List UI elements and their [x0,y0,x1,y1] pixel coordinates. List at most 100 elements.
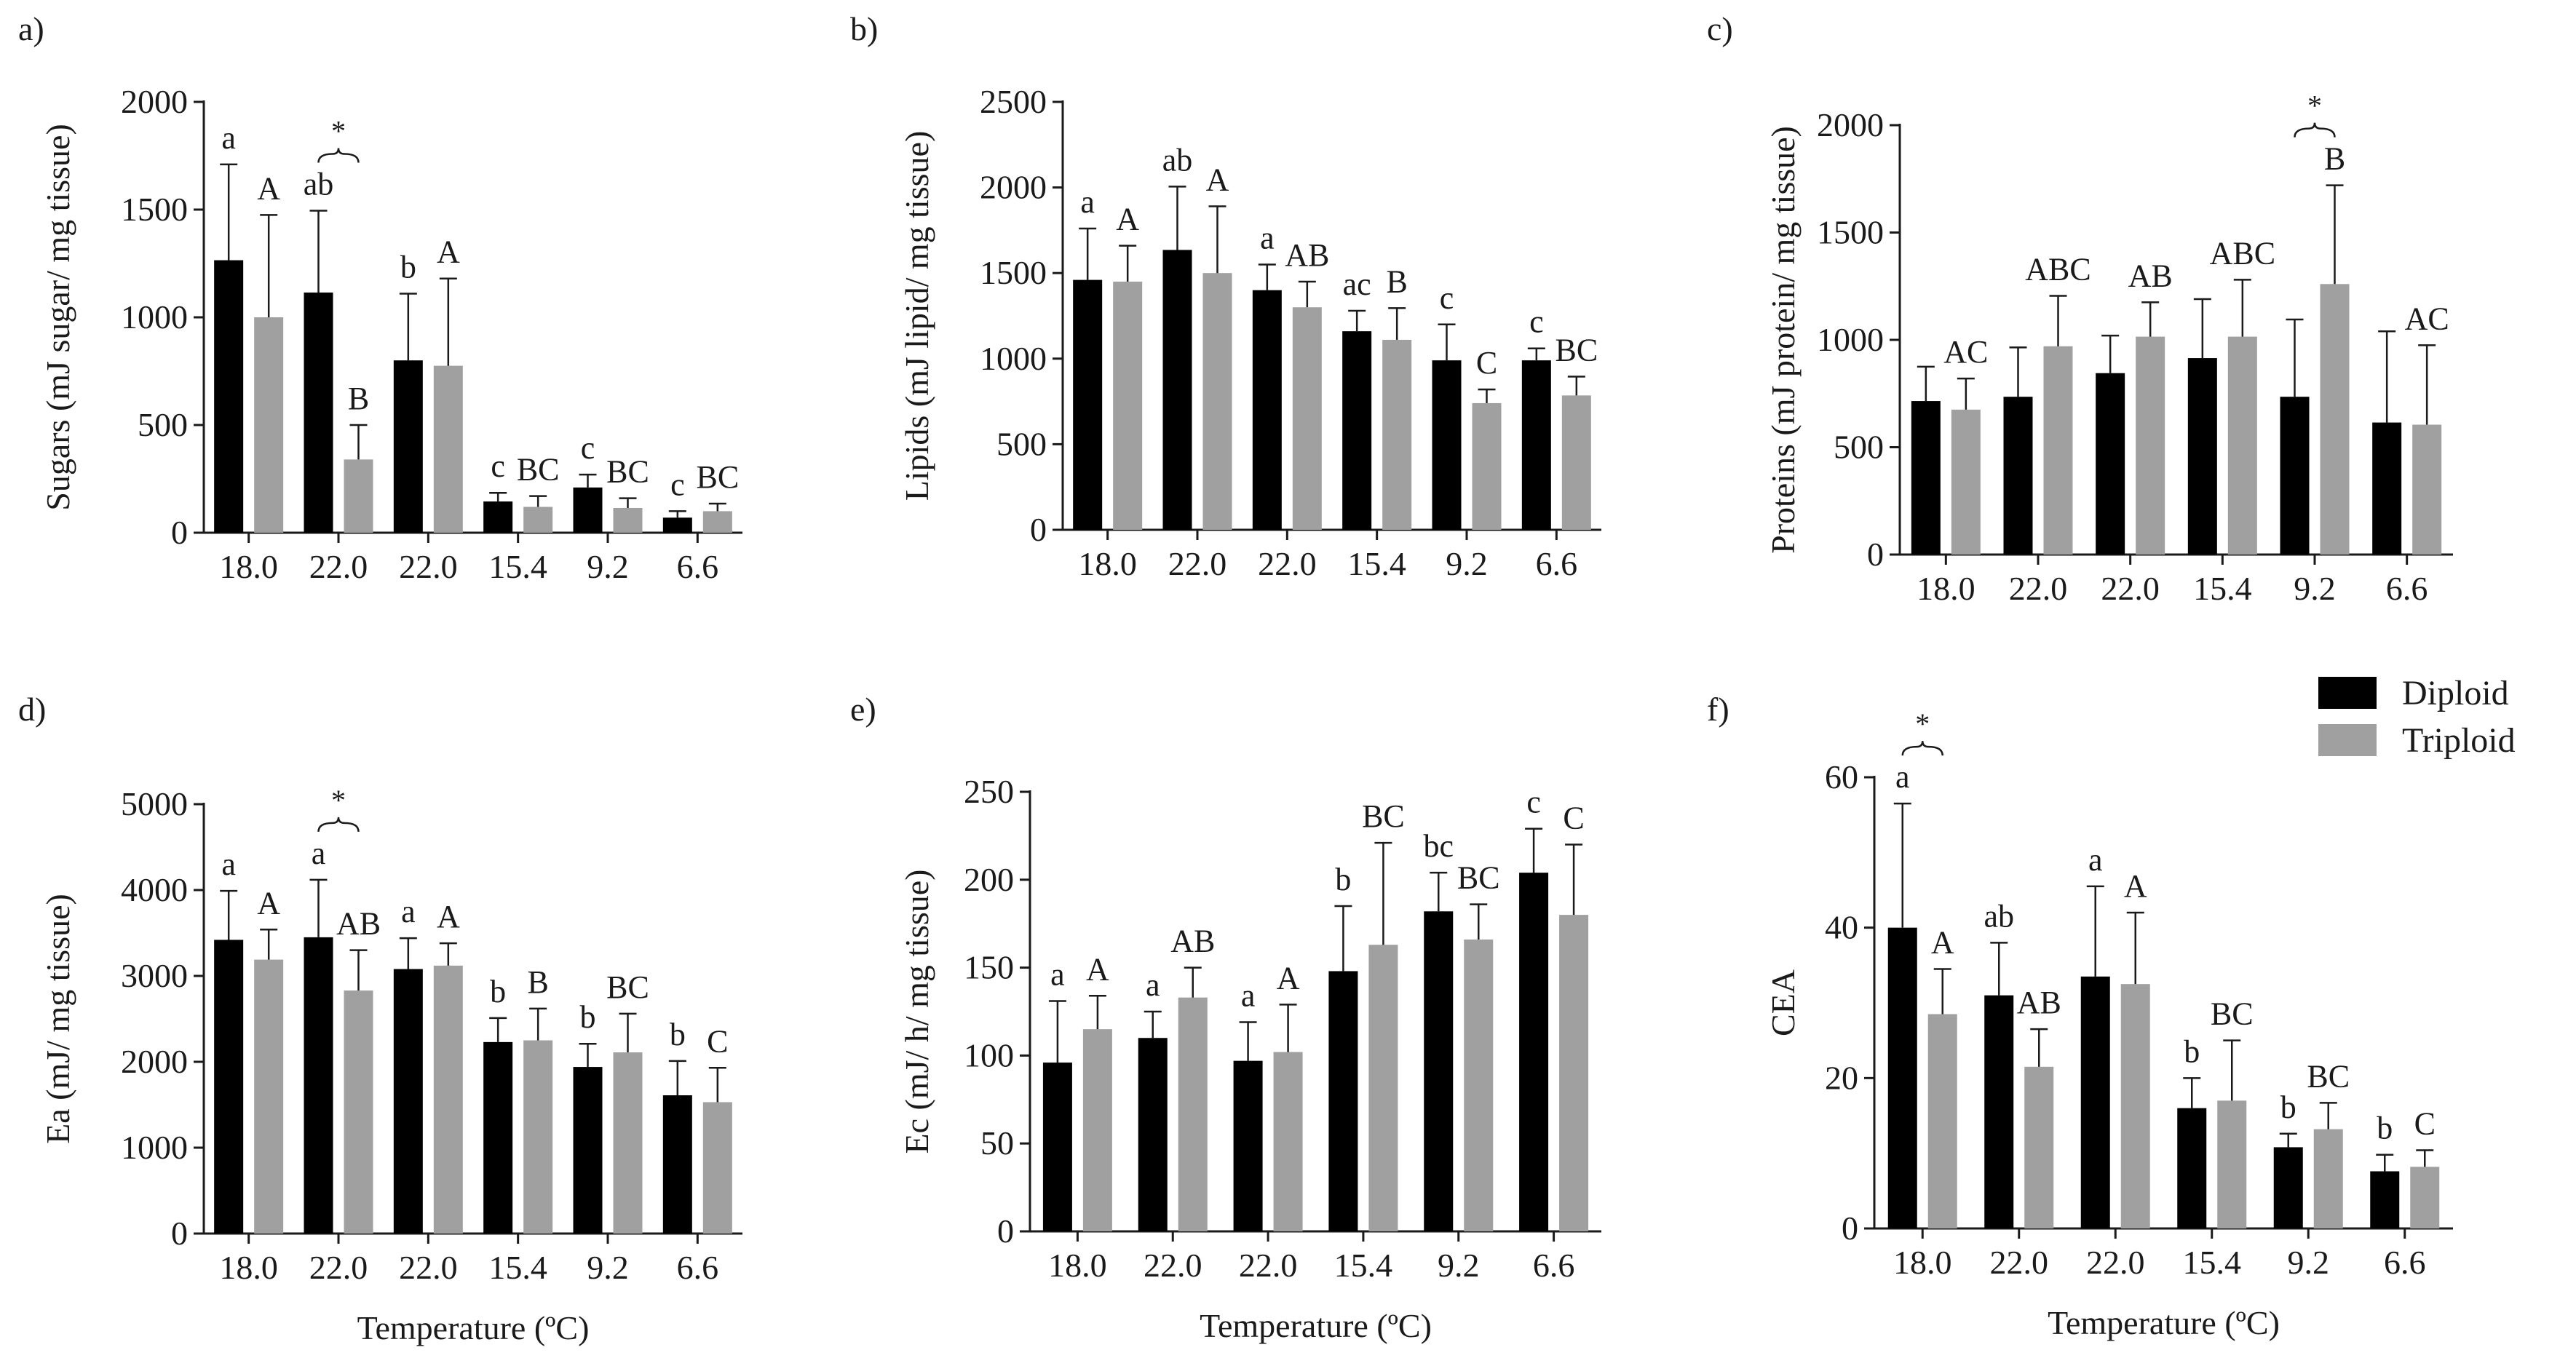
significance-letter: C [1563,800,1584,835]
significance-brace [317,148,360,163]
x-tick-label: 6.6 [677,548,719,585]
x-tick-label: 18.0 [1078,545,1137,582]
y-axis-label: Lipids (mJ lipid/ mg tissue) [898,131,935,501]
bar-diploid [2187,358,2217,555]
y-axis-label: Ea (mJ/ mg tissue) [39,894,76,1144]
bar-triploid [2120,984,2150,1228]
bar-triploid [1113,281,1143,530]
bar-diploid [2370,1171,2400,1228]
significance-letter: C [707,1023,728,1059]
y-tick-label: 50 [980,1124,1014,1162]
bar-triploid [2313,1129,2343,1228]
significance-letter: ab [1983,898,2014,934]
y-tick-label: 3000 [121,957,188,994]
bar-triploid [702,511,732,533]
significance-letter: A [437,234,460,270]
bar-diploid [1073,279,1103,530]
significance-letter: a [312,835,326,871]
significance-letter: A [257,885,280,921]
y-tick-label: 150 [964,949,1014,986]
y-tick-label: 100 [964,1036,1014,1073]
y-tick-label: 5000 [121,785,188,822]
bar-diploid [2080,976,2110,1228]
y-tick-label: 2500 [980,83,1047,120]
significance-star: * [331,784,346,817]
significance-letter: C [1476,345,1497,381]
significance-letter: a [1895,759,1910,795]
legend-label: Triploid [2402,721,2516,760]
significance-star: * [1915,707,1930,740]
bar-diploid [1162,250,1192,530]
x-tick-label: 18.0 [1917,570,1975,607]
bar-triploid [523,507,553,533]
bar-diploid [1887,927,1917,1228]
x-tick-label: 9.2 [587,548,629,585]
significance-letter: AC [1943,334,1988,370]
significance-letter: b [1335,862,1351,897]
x-tick-label: 22.0 [309,548,368,585]
x-tick-label: 15.4 [2183,1244,2242,1281]
x-tick-label: 18.0 [219,548,278,585]
significance-letter: b [400,249,416,285]
significance-letter: b [2280,1089,2296,1125]
y-tick-label: 1000 [121,1129,188,1166]
bar-triploid [1368,945,1398,1231]
y-axis-label: Sugars (mJ sugar/ mg tissue) [39,124,76,511]
y-tick-label: 0 [1867,536,1884,573]
bar-diploid [1984,995,2014,1228]
y-tick-label: 1500 [1817,214,1884,251]
panel-label: b) [850,10,878,47]
bar-diploid [1233,1060,1263,1231]
significance-letter: b [2377,1111,2393,1146]
x-tick-label: 18.0 [1893,1244,1952,1281]
y-axis-label: Proteins (mJ protein/ mg tissue) [1764,126,1802,554]
bar-triploid [1382,339,1412,530]
significance-letter: AB [1285,237,1329,273]
y-tick-label: 2000 [121,1043,188,1080]
significance-letter: ABC [2210,235,2275,271]
bar-triploid [2410,1167,2440,1228]
bar-triploid [1178,997,1208,1231]
significance-letter: BC [1362,798,1405,834]
x-axis-label: Temperature (ºC) [2048,1304,2280,1341]
bar-triploid [613,1052,643,1234]
legend-swatch-triploid [2318,724,2377,756]
y-tick-label: 2000 [980,169,1047,206]
significance-letter: BC [517,452,560,488]
significance-letter: a [221,846,236,882]
significance-letter: A [1206,162,1229,197]
bar-diploid [573,487,603,533]
significance-letter: ABC [2025,252,2090,287]
bar-diploid [2003,397,2033,555]
x-tick-label: 22.0 [1990,1244,2049,1281]
significance-letter: AB [336,906,381,942]
bar-diploid [304,937,333,1234]
bar-diploid [214,940,244,1234]
bar-diploid [1042,1063,1072,1231]
bar-diploid [2372,422,2402,555]
significance-letter: BC [1457,860,1500,896]
y-tick-label: 0 [171,514,188,551]
y-tick-label: 1000 [121,298,188,335]
significance-letter: bc [1423,828,1454,864]
bar-triploid [1273,1052,1303,1231]
significance-letter: c [1526,785,1541,820]
y-tick-label: 2000 [1817,106,1884,143]
significance-letter: c [670,466,685,502]
y-tick-label: 1000 [980,340,1047,377]
significance-letter: A [257,170,280,206]
significance-letter: b [2184,1033,2200,1069]
y-tick-label: 0 [997,1212,1014,1250]
y-tick-label: 40 [1825,909,1858,946]
bar-triploid [1472,402,1502,530]
bar-triploid [1082,1029,1112,1231]
significance-letter: AB [1170,924,1215,959]
x-tick-label: 9.2 [2288,1244,2330,1281]
bar-triploid [2217,1100,2247,1228]
x-tick-label: 18.0 [1048,1247,1107,1284]
bar-triploid [2227,336,2257,555]
significance-letter: AB [2128,258,2173,293]
bar-triploid [1561,395,1591,530]
bar-triploid [702,1102,732,1234]
